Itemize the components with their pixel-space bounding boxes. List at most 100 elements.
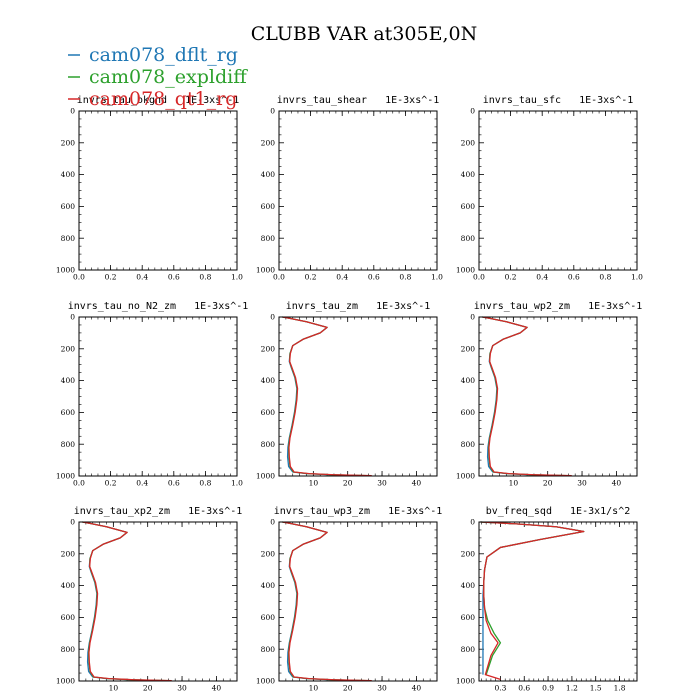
panel-6: invrs_tau_wp2_zm 1E-3xs^-102004006008001…	[456, 301, 642, 488]
x-tick-label: 1.0	[231, 273, 243, 282]
y-tick-label: 400	[61, 581, 76, 590]
plot-frame	[278, 521, 438, 682]
panel-8: invrs_tau_wp3_zm 1E-3xs^-102004006008001…	[256, 506, 442, 693]
plot-frame	[478, 110, 638, 271]
panel-5: invrs_tau_zm 1E-3xs^-1 0 200 400 600 800 1000 1…	[256, 301, 438, 488]
y-tick-label: 600	[461, 613, 476, 622]
y-tick-label: 600	[61, 613, 76, 622]
y-tick-label: 0	[470, 107, 475, 116]
y-tick-label: 1000	[56, 472, 75, 481]
y-tick-label: 0	[270, 518, 275, 527]
panel-title-gap	[176, 301, 194, 312]
panel-title: invrs_tau_zm 1E-3xs^-1	[286, 301, 431, 312]
series-line-2	[482, 316, 569, 477]
panel-4: invrs_tau_no_N2_zm 1E-3xs^-1020040060080…	[56, 301, 248, 488]
x-tick-label: 0.6	[518, 684, 530, 693]
y-tick-label: 800	[461, 234, 476, 243]
y-tick-label: 400	[461, 376, 476, 385]
panel-title: invrs_tau_no_N2_zm 1E-3xs^-1	[68, 301, 249, 312]
y-tick-label: 0	[470, 313, 475, 322]
series-line-2	[82, 521, 169, 682]
plot-frame	[278, 110, 438, 271]
x-tick-label: 0.8	[399, 273, 411, 282]
x-tick-label: 0.4	[136, 479, 148, 488]
panel-variable-name: invrs_tau_zm	[286, 301, 358, 312]
y-tick-label: 400	[261, 581, 276, 590]
panel-title-gap	[358, 301, 376, 312]
y-tick-label: 800	[61, 440, 76, 449]
y-tick-label: 600	[461, 202, 476, 211]
y-tick-label: 200	[261, 344, 276, 353]
plot-frame	[278, 316, 438, 477]
panel-variable-name: invrs_tau_xp2_zm	[74, 506, 170, 517]
y-tick-label: 0	[270, 313, 275, 322]
y-tick-label: 200	[61, 549, 76, 558]
y-tick-label: 200	[461, 344, 476, 353]
y-tick-label: 400	[61, 170, 76, 179]
x-tick-label: 20	[343, 684, 353, 693]
panel-title-gap	[367, 95, 385, 106]
series-line-3	[82, 521, 172, 682]
y-tick-label: 200	[461, 138, 476, 147]
x-tick-label: 0.2	[105, 273, 117, 282]
y-tick-label: 200	[261, 549, 276, 558]
panel-units: 1E-3xs^-1	[376, 301, 430, 312]
panel-title: invrs_tau_bkgnd 1E-3xs^-1	[77, 95, 240, 106]
panel-units: 1E-3xs^-1	[385, 95, 439, 106]
y-tick-label: 1000	[256, 266, 275, 275]
y-tick-label: 1000	[456, 266, 475, 275]
panel-title: invrs_tau_shear 1E-3xs^-1	[277, 95, 440, 106]
x-tick-label: 10	[309, 479, 319, 488]
y-tick-label: 0	[470, 518, 475, 527]
y-tick-label: 200	[261, 138, 276, 147]
panel-title-gap	[570, 301, 588, 312]
plot-frame	[478, 521, 638, 682]
x-tick-label: 20	[343, 479, 353, 488]
panel-variable-name: invrs_tau_bkgnd	[77, 95, 167, 106]
x-tick-label: 10	[509, 479, 519, 488]
y-tick-label: 600	[61, 202, 76, 211]
x-tick-label: 0.0	[473, 273, 485, 282]
series-line-3	[480, 521, 585, 681]
y-tick-label: 1000	[256, 677, 275, 686]
x-tick-label: 40	[412, 684, 422, 693]
x-tick-label: 30	[577, 479, 587, 488]
panel-units: 1E-3x1/s^2	[570, 506, 630, 517]
series-line-2	[480, 521, 585, 675]
series-line-1	[82, 521, 165, 682]
legend-label: cam078_qt1_rg	[89, 88, 237, 110]
plot-frame	[78, 316, 238, 477]
x-tick-label: 1.8	[614, 684, 626, 693]
y-tick-label: 600	[461, 408, 476, 417]
x-tick-label: 30	[177, 684, 187, 693]
panel-title: invrs_tau_sfc 1E-3xs^-1	[483, 95, 634, 106]
panel-title-gap	[370, 506, 388, 517]
y-tick-label: 800	[461, 440, 476, 449]
y-tick-label: 200	[61, 138, 76, 147]
panel-variable-name: invrs_tau_shear	[277, 95, 367, 106]
x-tick-label: 1.2	[566, 684, 578, 693]
y-tick-label: 400	[261, 376, 276, 385]
series-line-2	[282, 316, 369, 477]
y-tick-label: 0	[270, 107, 275, 116]
x-tick-label: 10	[109, 684, 119, 693]
panel-3: invrs_tau_sfc 1E-3xs^-1 0 200 400 600 800 1000…	[456, 95, 643, 282]
x-tick-label: 0.2	[505, 273, 517, 282]
panel-units: 1E-3xs^-1	[194, 301, 248, 312]
plot-frame	[78, 521, 238, 682]
x-tick-label: 10	[309, 684, 319, 693]
panel-1: invrs_tau_bkgnd 1E-3xs^-1020040060080010…	[56, 95, 243, 282]
x-tick-label: 40	[612, 479, 622, 488]
series-line-1	[282, 521, 365, 682]
y-tick-label: 400	[261, 170, 276, 179]
y-tick-label: 800	[61, 234, 76, 243]
x-tick-label: 0.2	[305, 273, 317, 282]
y-tick-label: 200	[461, 549, 476, 558]
x-tick-label: 0.2	[105, 479, 117, 488]
panel-title: invrs_tau_xp2_zm 1E-3xs^-1	[74, 506, 243, 517]
y-tick-label: 1000	[256, 472, 275, 481]
panel-7: invrs_tau_xp2_zm 1E-3xs^-102004006008001…	[56, 506, 242, 693]
y-tick-label: 600	[261, 408, 276, 417]
x-tick-label: 0.0	[73, 273, 85, 282]
panel-title-gap	[561, 95, 579, 106]
